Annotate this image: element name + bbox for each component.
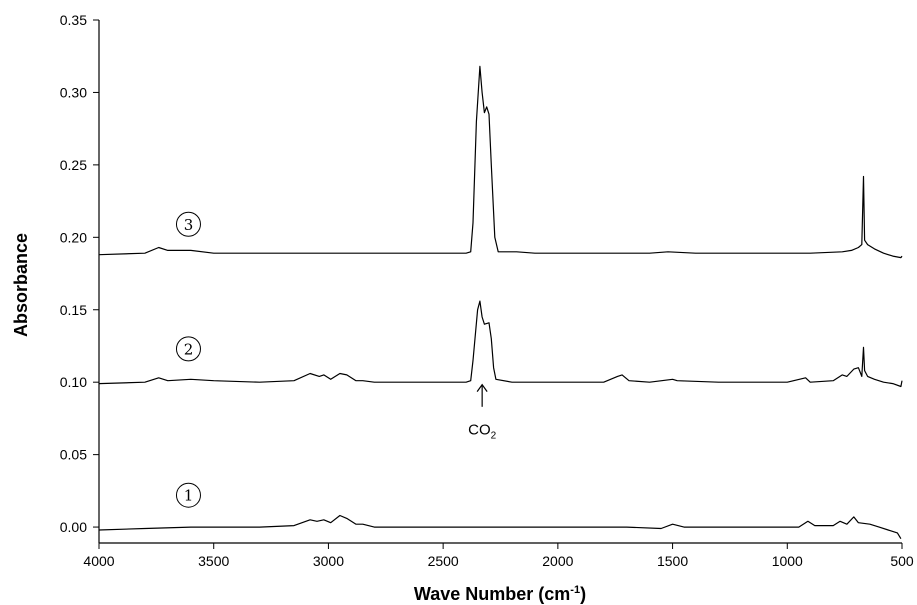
series-line-3 <box>98 65 903 259</box>
x-axis-title-main: Wave Number (cm <box>414 584 570 604</box>
y-axis-title: Absorbance <box>11 233 31 337</box>
x-tick-label: 4000 <box>83 553 114 569</box>
y-tick-label: 0.20 <box>60 229 87 245</box>
marker-circle <box>175 211 201 237</box>
y-tick-label: 0.05 <box>60 447 87 463</box>
marker-circle <box>175 336 201 362</box>
y-tick-label: 0.35 <box>60 12 87 28</box>
y-tick-label: 0.10 <box>60 374 87 390</box>
x-axis-ticks: 4000 3500 3000 2500 2000 1500 1000 500 <box>83 543 914 569</box>
series-markers: 1 2 3 <box>175 211 201 508</box>
y-tick-label: 0.30 <box>60 84 87 100</box>
x-axis-title-sup: -1 <box>570 584 580 596</box>
series-marker-2: 2 <box>175 336 201 362</box>
series-line-1 <box>98 514 902 540</box>
x-tick-label: 2000 <box>542 553 573 569</box>
x-tick-label: 3000 <box>313 553 344 569</box>
marker-label: 2 <box>184 340 194 358</box>
y-tick-label: 0.15 <box>60 302 87 318</box>
y-tick-label: 0.00 <box>60 519 87 535</box>
y-axis-ticks: 0.00 0.05 0.10 0.15 0.20 0.25 0.30 0.35 <box>60 12 99 535</box>
x-tick-label: 2500 <box>428 553 459 569</box>
x-tick-label: 1000 <box>772 553 803 569</box>
co2-label: CO2 <box>468 421 497 441</box>
y-tick-label: 0.25 <box>60 157 87 173</box>
series-lines <box>98 65 903 540</box>
plot-area <box>98 20 902 544</box>
x-axis-title-close: ) <box>580 584 586 604</box>
co2-arrow-head <box>476 383 488 392</box>
marker-label: 1 <box>184 487 194 505</box>
marker-circle <box>175 482 201 508</box>
annotations: CO2 <box>468 383 497 441</box>
x-tick-label: 3500 <box>198 553 229 569</box>
series-line-2 <box>98 300 903 388</box>
series-marker-1: 1 <box>175 482 201 508</box>
x-axis-title: Wave Number (cm-1) <box>414 584 586 604</box>
x-tick-label: 500 <box>890 553 914 569</box>
marker-label: 3 <box>184 216 194 234</box>
series-marker-3: 3 <box>175 211 201 237</box>
x-tick-label: 1500 <box>657 553 688 569</box>
